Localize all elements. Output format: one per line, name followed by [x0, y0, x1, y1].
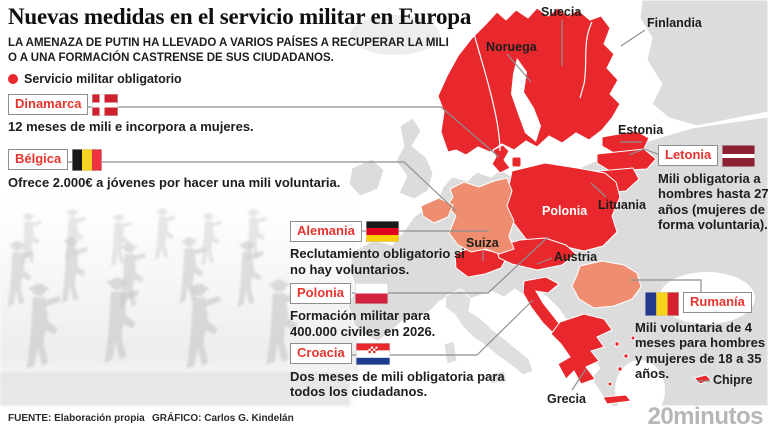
map-label-finlandia: Finlandia [647, 16, 702, 30]
belgium-flag-icon [72, 149, 103, 171]
poland-flag-icon [354, 283, 388, 304]
scandinavia-borders [473, 21, 593, 152]
country-ireland-shape [348, 158, 385, 197]
legend-label: Servicio militar obligatorio [24, 72, 182, 86]
callout-description-belgica: Ofrece 2.000€ a jóvenes por hacer una mi… [8, 175, 341, 190]
country-croatia-shape [522, 276, 565, 337]
country-crete-shape [602, 394, 632, 405]
country-latvia-shape [596, 148, 657, 172]
pointer-line-finlandia [620, 29, 646, 47]
callout-belgica: Bélgica Ofrece 2.000€ a jóvenes por hace… [8, 149, 340, 190]
country-label-alemania: Alemania [290, 221, 362, 243]
soft-highlight-countries [420, 177, 642, 309]
country-label-polonia: Polonia [290, 283, 351, 305]
page-title: Nuevas medidas en el servicio militar en… [8, 4, 472, 29]
page-subtitle: LA AMENAZA DE PUTIN HA LLEVADO A VARIOS … [8, 37, 449, 64]
footer-source: FUENTE: Elaboración propia [8, 413, 145, 424]
pointer-line-croacia [352, 299, 534, 356]
germany-flag-icon [365, 221, 399, 242]
latvia-flag-icon [722, 145, 756, 167]
pointer-line-dinamarca [86, 106, 500, 158]
map-label-grecia: Grecia [547, 392, 586, 406]
pointer-line-rumania [630, 279, 702, 293]
map-label-suecia: Suecia [541, 5, 582, 19]
mandatory-countries [437, 7, 712, 405]
map-label-austria: Austria [554, 250, 598, 264]
pointer-line-noruega [506, 53, 532, 83]
map-label-lituania: Lituania [598, 198, 646, 212]
country-label-croacia: Croacia [290, 343, 352, 365]
map-label-noruega: Noruega [486, 40, 537, 54]
callout-polonia: Polonia Formación militar para 400.000 c… [290, 283, 458, 339]
country-russia-shape [639, 0, 768, 127]
footer-credit: GRÁFICO: Carlos G. Kindelán [152, 413, 294, 424]
country-label-rumania: Rumanía [683, 292, 752, 314]
map-label-suiza: Suiza [466, 236, 499, 250]
gulf-of-bothnia [511, 58, 541, 142]
pointer-line-belgica [60, 161, 457, 212]
pointer-line-polonia [352, 236, 549, 294]
callout-letonia: Letonia Mili obligatoria a hombres hasta… [658, 145, 768, 232]
legend-dot-icon [8, 74, 18, 84]
pointer-line-grecia [571, 368, 587, 391]
country-label-dinamarca: Dinamarca [8, 94, 89, 116]
romania-flag-icon [645, 292, 679, 316]
country-denmark-island-shape [511, 156, 522, 168]
background-wisp [350, 15, 440, 55]
country-romania-shape [571, 260, 642, 309]
country-label-belgica: Bélgica [8, 149, 69, 171]
callout-croacia: Croacia Dos meses de mili obligatoria pa… [290, 343, 522, 400]
callout-dinamarca: Dinamarca 12 meses de mili e incorpora a… [8, 94, 254, 134]
pointer-line-austria [536, 257, 553, 265]
croatia-flag-icon [355, 343, 390, 365]
country-austria-shape [495, 237, 577, 271]
country-greece-shape [550, 313, 613, 385]
map-label-estonia: Estonia [618, 123, 664, 137]
country-uk-shape [395, 117, 434, 200]
callout-rumania: Rumanía [645, 292, 752, 316]
country-italy-shape [443, 288, 534, 385]
country-germany-shape [446, 177, 515, 255]
country-belgium-shape [420, 197, 454, 224]
country-denmark-shape [491, 144, 511, 174]
map-label-polonia: Polonia [542, 204, 588, 218]
denmark-flag-icon [92, 94, 119, 116]
callout-description-letonia: Mili obligatoria a hombres hasta 27 años… [658, 171, 768, 232]
callout-description-alemania: Reclutamiento obligatorio si no hay volu… [290, 246, 465, 277]
pointer-line-lituania [590, 182, 607, 198]
country-cyprus-shape [693, 374, 712, 385]
callout-description-polonia: Formación militar para 400.000 civiles e… [290, 308, 436, 339]
legend: Servicio militar obligatorio [8, 72, 182, 86]
callout-alemania: Alemania Reclutamiento obligatorio si no… [290, 221, 468, 277]
country-scandinavia-shape [437, 7, 621, 156]
callout-description-rumania: Mili voluntaria de 4 meses para hombres … [635, 320, 766, 381]
callout-description-croacia: Dos meses de mili obligatoria para todos… [290, 369, 505, 400]
country-label-letonia: Letonia [658, 145, 719, 167]
callout-description-dinamarca: 12 meses de mili e incorpora a mujeres. [8, 119, 254, 134]
map-label-chipre: Chipre [713, 373, 753, 387]
brand-logo: 20minutos [647, 403, 763, 430]
pointer-line-letonia [628, 148, 661, 156]
